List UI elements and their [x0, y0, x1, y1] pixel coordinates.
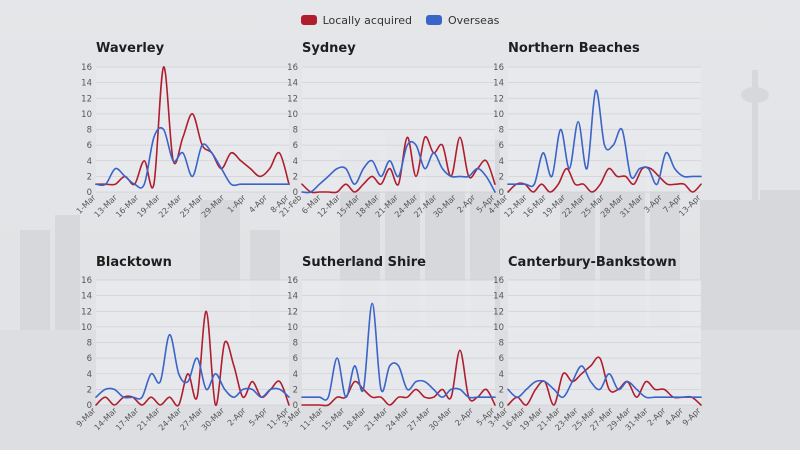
x-tick-label: 2-Apr [226, 406, 248, 428]
y-tick-label: 0 [293, 188, 298, 198]
y-tick-label: 8 [499, 126, 504, 136]
y-tick-label: 14 [287, 292, 298, 302]
y-tick-label: 4 [293, 157, 298, 167]
x-tick-label: 2-Apr [646, 406, 668, 428]
chart-panel-3: 02468101214169-Mar14-Mar17-Mar21-Mar24-M… [75, 276, 291, 432]
y-tick-label: 12 [287, 94, 298, 104]
y-tick-label: 6 [293, 141, 298, 151]
x-tick-label: 9-Apr [681, 406, 703, 428]
y-tick-label: 10 [81, 110, 92, 120]
x-tick-label: 29-Mar [200, 193, 227, 220]
series-line-locally [301, 135, 496, 194]
y-tick-label: 2 [87, 385, 92, 395]
y-tick-label: 12 [493, 307, 504, 317]
y-tick-label: 4 [87, 157, 92, 167]
y-tick-label: 14 [493, 79, 504, 89]
y-tick-label: 4 [293, 370, 298, 380]
series-line-overseas [301, 302, 496, 401]
series-line-overseas [95, 126, 290, 189]
y-tick-label: 16 [81, 63, 92, 73]
legend-item-locally: Locally acquired [300, 13, 412, 27]
y-tick-label: 0 [293, 401, 298, 411]
legend-label-overseas: Overseas [447, 13, 500, 27]
chart-panel-1: 024681012141621-Feb6-Mar12-Mar15-Mar18-M… [278, 63, 497, 219]
legend-swatch-locally [300, 15, 317, 25]
y-tick-label: 12 [493, 94, 504, 104]
y-tick-label: 16 [287, 276, 298, 286]
panel-title-waverley: Waverley [96, 41, 165, 56]
y-tick-label: 16 [493, 276, 504, 286]
y-tick-label: 2 [499, 172, 504, 182]
y-tick-label: 8 [87, 339, 92, 349]
chart-panel-4: 02468101214163-Mar11-Mar15-Mar18-Mar21-M… [281, 276, 497, 432]
series-line-overseas [301, 140, 496, 194]
legend: Locally acquired Overseas [0, 10, 800, 30]
x-tick-label: 1-Apr [226, 193, 248, 215]
y-tick-label: 6 [87, 141, 92, 151]
y-tick-label: 0 [87, 401, 92, 411]
legend-swatch-overseas [425, 15, 442, 25]
chart-panel-5: 02468101214163-Mar16-Mar19-Mar21-Mar23-M… [487, 276, 703, 432]
y-tick-label: 8 [293, 126, 298, 136]
series-line-locally [95, 310, 290, 407]
y-tick-label: 2 [293, 172, 298, 182]
y-tick-label: 10 [287, 323, 298, 333]
y-tick-label: 16 [81, 276, 92, 286]
y-tick-label: 6 [499, 141, 504, 151]
y-tick-label: 0 [87, 188, 92, 198]
y-tick-label: 10 [493, 110, 504, 120]
y-tick-label: 0 [499, 401, 504, 411]
y-tick-label: 14 [81, 79, 92, 89]
series-line-overseas [507, 89, 702, 188]
series-line-locally [507, 166, 702, 193]
y-tick-label: 12 [81, 307, 92, 317]
y-tick-label: 4 [499, 370, 504, 380]
chart-panel-0: 02468101214161-Mar13-Mar16-Mar19-Mar22-M… [75, 63, 291, 219]
x-tick-label: 13-Apr [677, 193, 703, 219]
x-tick-label: 2-Apr [453, 406, 475, 428]
y-tick-label: 10 [287, 110, 298, 120]
x-tick-label: 3-Apr [642, 193, 664, 215]
y-tick-label: 8 [87, 126, 92, 136]
y-tick-label: 8 [293, 339, 298, 349]
y-tick-label: 10 [81, 323, 92, 333]
y-tick-label: 6 [87, 354, 92, 364]
series-line-overseas [507, 365, 702, 399]
x-tick-label: 4-Apr [663, 406, 685, 428]
y-tick-label: 6 [499, 354, 504, 364]
y-tick-label: 6 [293, 354, 298, 364]
series-line-overseas [95, 333, 290, 400]
series-line-locally [507, 356, 702, 406]
y-tick-label: 16 [287, 63, 298, 73]
y-tick-label: 2 [499, 385, 504, 395]
x-tick-label: 2-Apr [455, 193, 477, 215]
y-tick-label: 14 [493, 292, 504, 302]
x-tick-label: 30-Mar [200, 406, 227, 433]
x-tick-label: 4-Apr [247, 193, 269, 215]
chart-panel-2: 02468101214164-Mar12-Mar16-Mar19-Mar22-M… [487, 63, 703, 219]
panel-title-northern-beaches: Northern Beaches [508, 41, 640, 56]
y-tick-label: 10 [493, 323, 504, 333]
y-tick-label: 2 [293, 385, 298, 395]
panel-title-sutherland-shire: Sutherland Shire [302, 255, 426, 270]
legend-label-locally: Locally acquired [322, 13, 412, 27]
y-tick-label: 4 [499, 157, 504, 167]
panel-title-blacktown: Blacktown [96, 255, 172, 270]
x-tick-label: 30-Mar [427, 406, 454, 433]
panel-title-sydney: Sydney [302, 41, 356, 56]
y-tick-label: 14 [81, 292, 92, 302]
series-line-locally [301, 349, 496, 407]
y-tick-label: 2 [87, 172, 92, 182]
y-tick-label: 8 [499, 339, 504, 349]
panel-title-canterbury-bankstown: Canterbury-Bankstown [508, 255, 677, 270]
y-tick-label: 0 [499, 188, 504, 198]
y-tick-label: 4 [87, 370, 92, 380]
y-tick-label: 12 [287, 307, 298, 317]
y-tick-label: 14 [287, 79, 298, 89]
legend-item-overseas: Overseas [425, 13, 500, 27]
y-tick-label: 12 [81, 94, 92, 104]
y-tick-label: 16 [493, 63, 504, 73]
